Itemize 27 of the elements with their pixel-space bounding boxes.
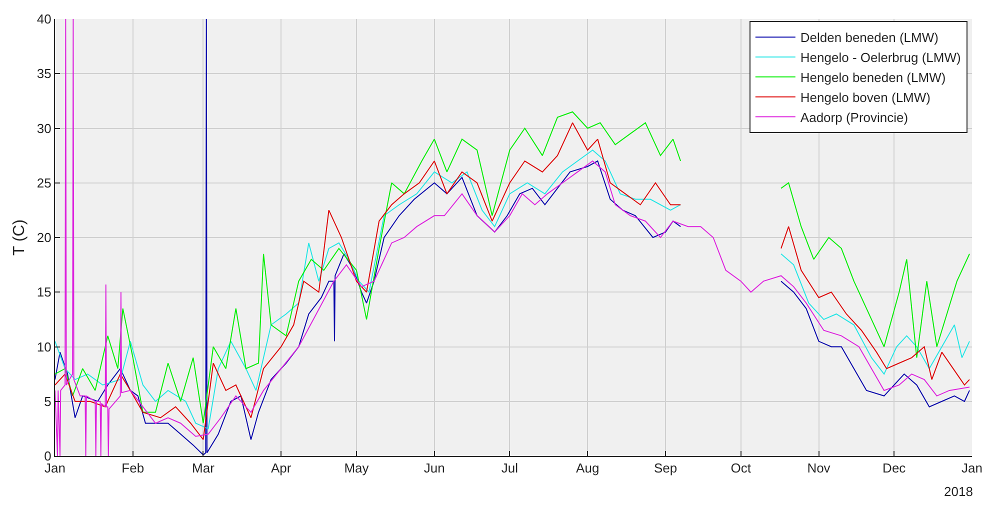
x-tick-label: Nov [807, 460, 831, 476]
x-tick-label: Jul [501, 460, 518, 476]
y-axis-title: T (C) [10, 219, 28, 256]
text: 2018 [944, 484, 973, 499]
legend-label: Delden beneden (LMW) [800, 30, 938, 46]
legend-label: Hengelo boven (LMW) [800, 90, 930, 105]
x-tick-label: Jun [424, 460, 445, 476]
y-tick-label: 15 [36, 284, 52, 300]
x-tick-label: Aug [576, 460, 600, 476]
y-tick-label: 35 [36, 66, 52, 82]
legend-label: Hengelo - Oelerbrug (LMW) [800, 50, 961, 66]
x-tick-label: May [344, 460, 370, 476]
x-tick-label: Feb [122, 460, 144, 476]
y-tick-label: 20 [36, 230, 52, 246]
x-tick-label: Apr [270, 460, 292, 476]
legend-label: Hengelo beneden (LMW) [800, 70, 946, 86]
x-tick-label: Sep [654, 460, 678, 476]
y-tick-label: 10 [36, 339, 52, 354]
x-tick-label: Mar [192, 460, 216, 476]
y-tick-label: 30 [36, 120, 52, 136]
x-tick-label: Oct [730, 460, 752, 476]
y-tick-label: 25 [36, 175, 52, 190]
x-tick-label: Jan [962, 460, 982, 476]
x-tick-label: Dec [882, 460, 906, 476]
legend-label: Aadorp (Provincie) [800, 110, 908, 125]
y-tick-label: 40 [36, 12, 52, 27]
y-tick-label: 5 [44, 394, 52, 409]
